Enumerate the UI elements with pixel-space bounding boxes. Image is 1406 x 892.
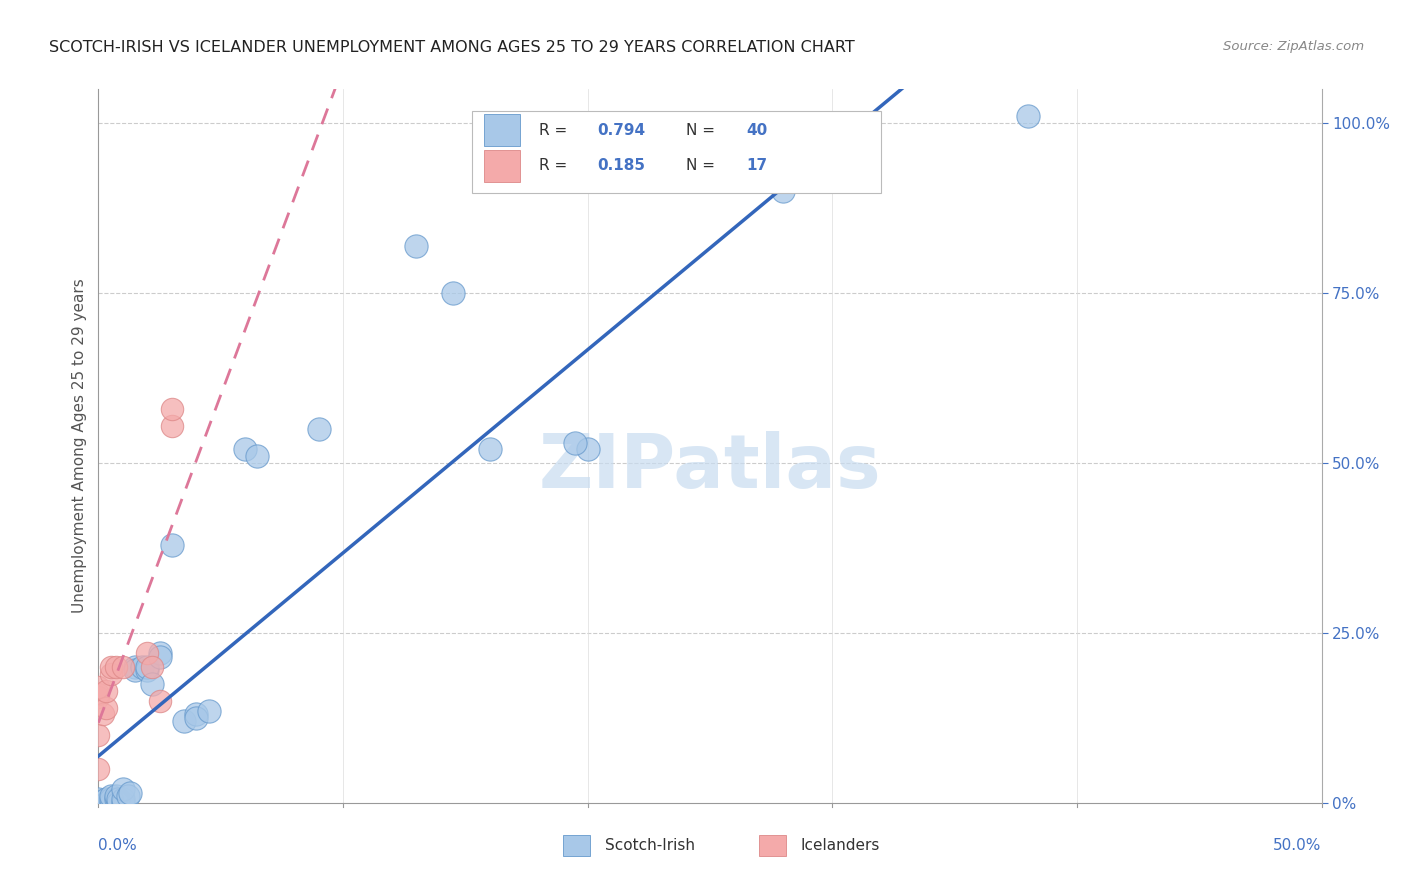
Point [405,238,427,252]
Point [107,796,129,810]
Text: Icelanders: Icelanders [800,838,880,853]
Text: R =: R = [538,159,572,173]
Point [441,286,464,301]
Text: R =: R = [538,123,572,137]
Text: Scotch-Irish: Scotch-Irish [605,838,695,853]
Bar [759,835,786,856]
Point [104,792,127,806]
Text: ZIPatlas: ZIPatlas [538,431,882,504]
Bar [484,150,520,182]
Point [111,782,134,797]
Text: 50.0%: 50.0% [1274,838,1322,854]
Point [197,704,219,718]
Point [87,792,110,806]
Point [120,786,142,800]
Point [94,792,117,806]
Point [87,680,110,694]
Point [149,649,172,664]
Point [1017,109,1039,123]
Point [136,663,159,677]
Point [564,435,586,450]
Y-axis label: Unemployment Among Ages 25 to 29 years: Unemployment Among Ages 25 to 29 years [72,278,87,614]
Text: Source: ZipAtlas.com: Source: ZipAtlas.com [1223,40,1364,54]
Text: 40: 40 [747,123,768,137]
Point [94,796,117,810]
Bar [564,835,591,856]
Point [111,796,134,810]
Text: 0.0%: 0.0% [98,838,138,854]
Text: 0.185: 0.185 [598,159,645,173]
Point [104,660,127,674]
Point [772,184,794,198]
Point [131,660,153,674]
Point [104,789,127,803]
Point [136,660,159,674]
Point [91,794,114,808]
Point [107,792,129,806]
Point [186,711,208,725]
Text: 0.794: 0.794 [598,123,645,137]
Point [141,660,163,674]
Point [186,707,208,722]
Point [233,442,256,457]
Point [94,683,117,698]
Point [87,762,110,776]
Point [91,707,114,722]
Point [100,796,122,810]
Point [100,666,122,681]
Text: N =: N = [686,123,720,137]
Point [124,663,146,677]
Point [87,690,110,705]
Point [111,792,134,806]
Point [246,449,269,463]
Point [136,646,159,660]
Point [576,442,599,457]
Bar [484,114,520,146]
FancyBboxPatch shape [471,111,882,193]
Point [124,660,146,674]
Point [160,418,183,433]
Point [100,660,122,674]
Point [117,789,139,803]
Point [111,660,134,674]
Point [478,442,501,457]
Text: N =: N = [686,159,720,173]
Point [160,401,183,416]
Point [100,789,122,803]
Point [160,537,183,551]
Point [149,646,172,660]
Point [87,796,110,810]
Point [308,422,330,436]
Text: 17: 17 [747,159,768,173]
Text: SCOTCH-IRISH VS ICELANDER UNEMPLOYMENT AMONG AGES 25 TO 29 YEARS CORRELATION CHA: SCOTCH-IRISH VS ICELANDER UNEMPLOYMENT A… [49,40,855,55]
Point [87,687,110,701]
Point [94,700,117,714]
Point [149,694,172,708]
Point [141,677,163,691]
Point [100,792,122,806]
Point [173,714,195,729]
Point [87,728,110,742]
